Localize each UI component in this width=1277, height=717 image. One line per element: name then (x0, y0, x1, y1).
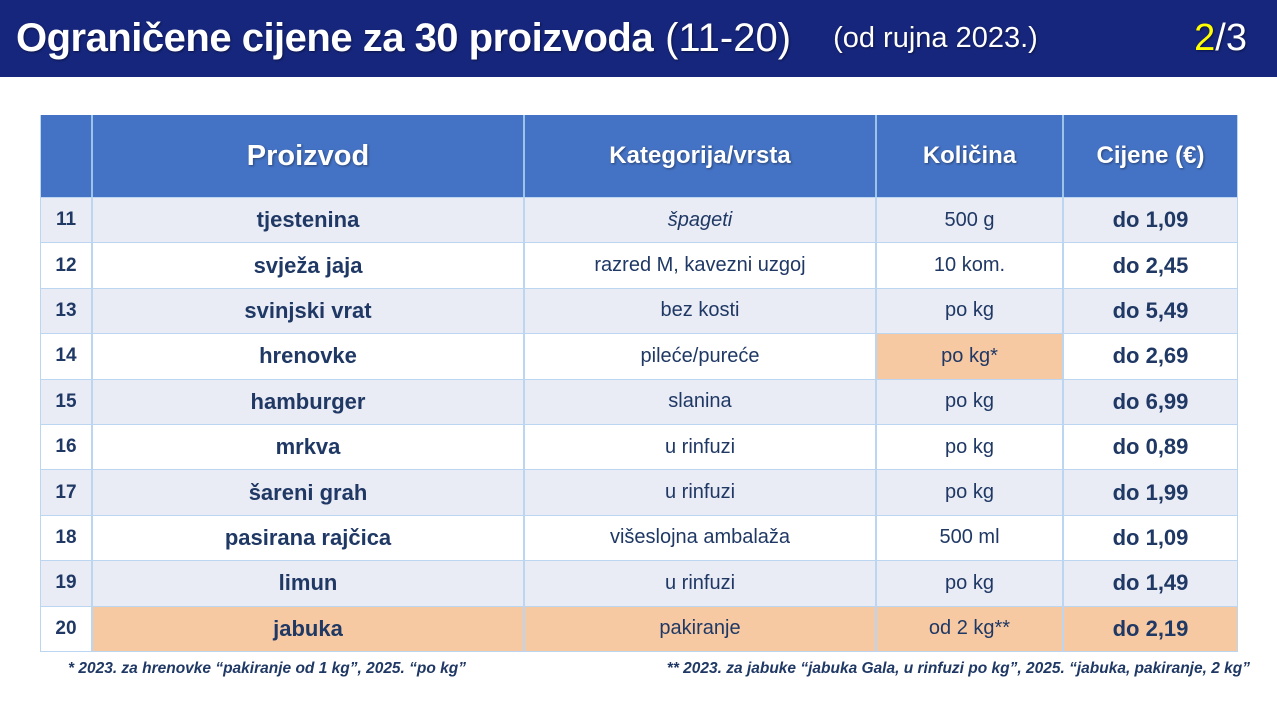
row-number: 12 (41, 243, 91, 288)
footnotes: * 2023. za hrenovke “pakiranje od 1 kg”,… (68, 660, 1250, 678)
row-number: 13 (41, 288, 91, 334)
table-body: 11 tjestenina špageti 500 g do 1,09 12 s… (41, 197, 1237, 651)
row-number: 17 (41, 470, 91, 515)
price-value: do 1,09 (1062, 515, 1237, 561)
row-number: 15 (41, 379, 91, 424)
header-category: Kategorija/vrsta (523, 115, 875, 197)
product-name: pasirana rajčica (91, 515, 523, 561)
product-name: mrkva (91, 424, 523, 470)
slide-title: Ograničene cijene za 30 proizvoda (16, 16, 654, 60)
category-value: u rinfuzi (523, 561, 875, 606)
price-value: do 2,45 (1062, 243, 1237, 288)
category-value: slanina (523, 379, 875, 424)
quantity-value: po kg (875, 288, 1062, 334)
row-number: 11 (41, 198, 91, 243)
footnote-left: * 2023. za hrenovke “pakiranje od 1 kg”,… (68, 660, 466, 677)
table-row: 15 hamburger slanina po kg do 6,99 (41, 378, 1237, 424)
product-name: hrenovke (91, 334, 523, 379)
quantity-value: po kg (875, 561, 1062, 606)
row-number: 20 (41, 606, 91, 651)
table-row: 18 pasirana rajčica višeslojna ambalaža … (41, 514, 1237, 561)
category-value: razred M, kavezni uzgoj (523, 243, 875, 288)
footnote-right: ** 2023. za jabuke “jabuka Gala, u rinfu… (666, 660, 1250, 677)
header-quantity: Količina (875, 115, 1062, 197)
product-name: svježa jaja (91, 243, 523, 288)
price-value: do 1,99 (1062, 470, 1237, 515)
price-value: do 2,69 (1062, 334, 1237, 379)
slide-subtitle-date: (od rujna 2023.) (833, 22, 1038, 54)
category-value: špageti (523, 198, 875, 243)
header-product: Proizvod (91, 115, 523, 197)
table-row: 19 limun u rinfuzi po kg do 1,49 (41, 560, 1237, 606)
product-name: šareni grah (91, 470, 523, 515)
quantity-value: od 2 kg** (875, 606, 1062, 651)
price-value: do 6,99 (1062, 379, 1237, 424)
quantity-value: po kg (875, 470, 1062, 515)
table-row: 16 mrkva u rinfuzi po kg do 0,89 (41, 423, 1237, 470)
table-row: 14 hrenovke pileće/pureće po kg* do 2,69 (41, 333, 1237, 379)
quantity-value: 500 g (875, 198, 1062, 243)
table-row: 12 svježa jaja razred M, kavezni uzgoj 1… (41, 242, 1237, 288)
category-value: bez kosti (523, 288, 875, 334)
quantity-value: 500 ml (875, 515, 1062, 561)
page-current: 2 (1194, 17, 1216, 59)
price-value: do 5,49 (1062, 288, 1237, 334)
table-row: 17 šareni grah u rinfuzi po kg do 1,99 (41, 469, 1237, 515)
slide-title-range: (11-20) (665, 16, 792, 60)
category-value: pileće/pureće (523, 334, 875, 379)
quantity-value: po kg (875, 379, 1062, 424)
header-number (41, 115, 91, 197)
row-number: 18 (41, 515, 91, 561)
row-number: 14 (41, 334, 91, 379)
product-name: tjestenina (91, 198, 523, 243)
category-value: u rinfuzi (523, 470, 875, 515)
price-value: do 2,19 (1062, 606, 1237, 651)
product-name: limun (91, 561, 523, 606)
row-number: 16 (41, 424, 91, 470)
category-value: pakiranje (523, 606, 875, 651)
table-row: 20 jabuka pakiranje od 2 kg** do 2,19 (41, 605, 1237, 651)
quantity-value: po kg* (875, 334, 1062, 379)
product-name: jabuka (91, 606, 523, 651)
header-price: Cijene (€) (1062, 115, 1237, 197)
price-value: do 1,49 (1062, 561, 1237, 606)
category-value: u rinfuzi (523, 424, 875, 470)
price-value: do 0,89 (1062, 424, 1237, 470)
page-indicator: 2/3 (1194, 17, 1247, 60)
page-total: /3 (1215, 17, 1247, 59)
product-name: hamburger (91, 379, 523, 424)
price-value: do 1,09 (1062, 198, 1237, 243)
slide-title-bar: Ograničene cijene za 30 proizvoda (11-20… (0, 0, 1277, 77)
table-row: 13 svinjski vrat bez kosti po kg do 5,49 (41, 287, 1237, 334)
quantity-value: po kg (875, 424, 1062, 470)
quantity-value: 10 kom. (875, 243, 1062, 288)
category-value: višeslojna ambalaža (523, 515, 875, 561)
table-header-row: Proizvod Kategorija/vrsta Količina Cijen… (41, 115, 1237, 197)
table-row: 11 tjestenina špageti 500 g do 1,09 (41, 197, 1237, 243)
row-number: 19 (41, 561, 91, 606)
price-table: Proizvod Kategorija/vrsta Količina Cijen… (40, 115, 1238, 652)
product-name: svinjski vrat (91, 288, 523, 334)
